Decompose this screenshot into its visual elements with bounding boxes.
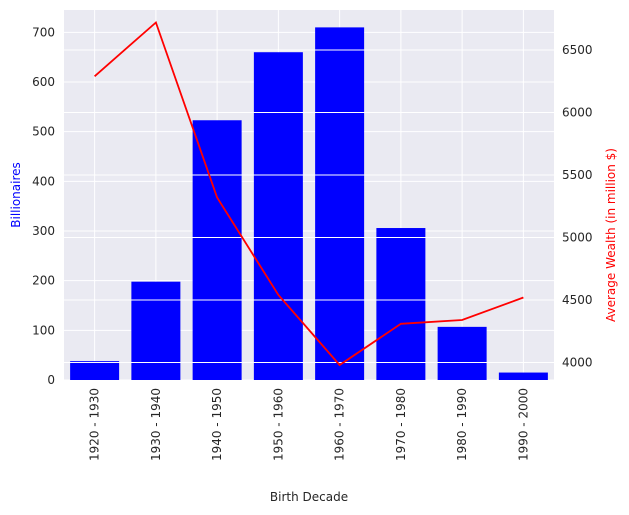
left-y-tick-label: 500: [32, 125, 55, 139]
right-y-tick-label: 5500: [562, 168, 593, 182]
right-y-ticks: 4000 4500 5000 5500 6000 6500: [562, 43, 593, 370]
bar: [70, 361, 120, 380]
bar: [131, 281, 181, 380]
x-ticks: 1920 - 1930 1930 - 1940 1940 - 1950 1950 - …: [88, 388, 531, 461]
x-axis-label: Birth Decade: [270, 490, 348, 504]
bar: [376, 228, 426, 380]
x-tick-label: 1920 - 1930: [88, 388, 102, 461]
left-y-tick-label: 700: [32, 25, 55, 39]
right-y-tick-label: 5000: [562, 231, 593, 245]
x-tick-label: 1950 - 1960: [271, 388, 285, 461]
x-tick-label: 1930 - 1940: [149, 388, 163, 461]
bars-group: [70, 27, 548, 381]
left-y-axis-label: Billionaires: [9, 162, 23, 228]
right-y-tick-label: 6000: [562, 106, 593, 120]
x-tick-label: 1960 - 1970: [333, 388, 347, 461]
left-y-tick-label: 400: [32, 174, 55, 188]
left-y-ticks: 0 100 200 300 400 500 600 700: [32, 25, 55, 387]
left-y-tick-label: 0: [47, 373, 55, 387]
x-tick-label: 1980 - 1990: [455, 388, 469, 461]
right-y-tick-label: 6500: [562, 43, 593, 57]
bar: [192, 120, 242, 380]
x-tick-label: 1990 - 2000: [516, 388, 530, 461]
bar: [498, 372, 548, 380]
left-y-tick-label: 200: [32, 274, 55, 288]
grid-lines-over-bars: [64, 49, 554, 363]
x-tick-label: 1940 - 1950: [210, 388, 224, 461]
left-y-tick-label: 100: [32, 323, 55, 337]
bar: [253, 52, 303, 381]
left-y-tick-label: 600: [32, 75, 55, 89]
right-y-tick-label: 4500: [562, 293, 593, 307]
right-y-axis-label: Average Wealth (in million $): [604, 148, 618, 322]
line-group: [94, 20, 524, 367]
bar: [315, 27, 365, 381]
left-y-tick-label: 300: [32, 224, 55, 238]
bar: [437, 326, 487, 380]
right-y-tick-label: 4000: [562, 356, 593, 370]
wealth-line: [94, 20, 524, 367]
x-tick-label: 1970 - 1980: [394, 388, 408, 461]
